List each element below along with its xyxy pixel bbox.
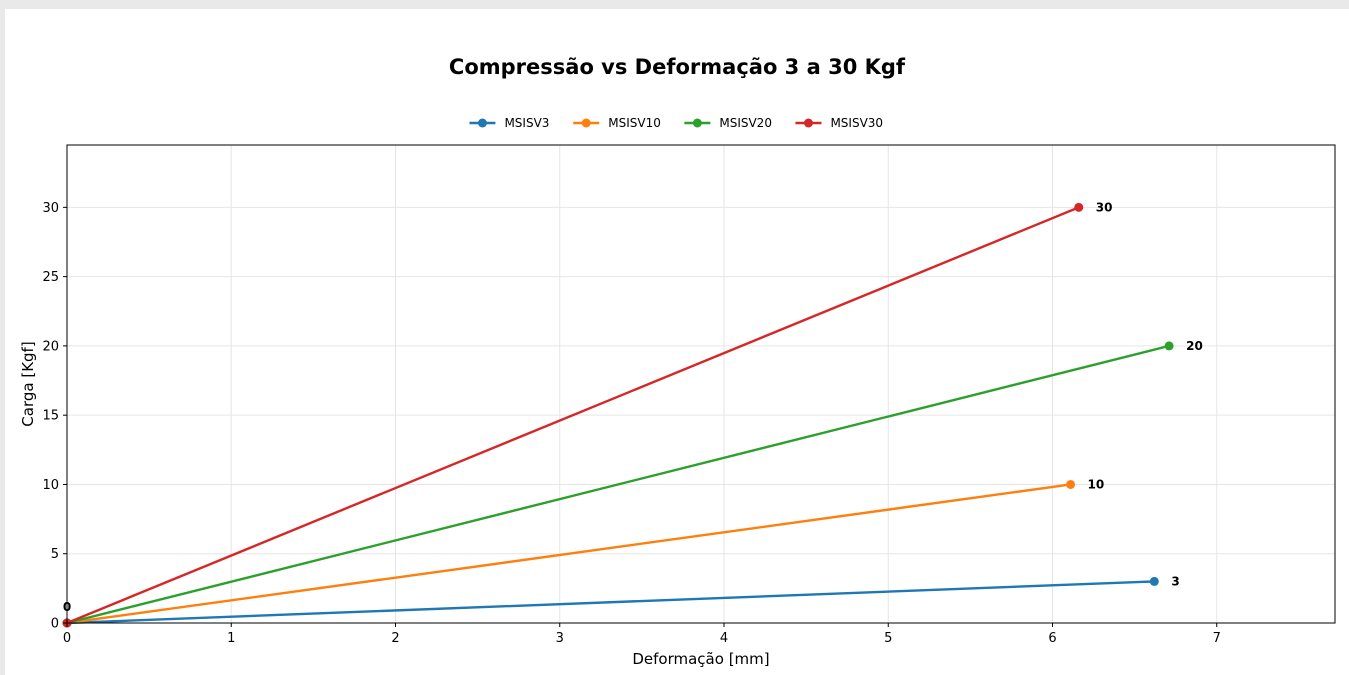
x-tick-label: 7 [1213,631,1221,646]
legend-label: MSISV10 [608,116,661,130]
legend-item-msisv3: MSISV3 [469,116,549,130]
legend-item-msisv20: MSISV20 [684,116,772,130]
origin-label: 0 [63,600,71,614]
series-line [66,344,1170,625]
legend: MSISV3 MSISV10 MSISV20 MSISV30 [469,116,883,130]
legend-item-msisv30: MSISV30 [795,116,883,130]
chart-title: Compressão vs Deformação 3 a 30 Kgf [449,55,906,79]
x-tick-label: 0 [63,631,71,646]
legend-label: MSISV30 [830,116,883,130]
series-line [66,483,1071,625]
legend-marker [803,118,813,128]
chart-frame [5,9,1349,675]
x-tick-label: 2 [391,631,399,646]
y-tick-label: 10 [42,478,59,493]
x-axis-label: Deformação [mm] [632,650,769,668]
x-tick-label: 1 [227,631,235,646]
series-msisv30: 30 [62,200,1113,628]
series-layer: 3 10 20 30 [62,200,1203,628]
data-point [1164,341,1174,351]
y-tick-label: 0 [51,617,59,632]
legend-marker [477,118,487,128]
x-tick-label: 6 [1048,631,1056,646]
y-tick-label: 15 [42,409,59,424]
legend-marker [581,118,591,128]
end-value-label: 20 [1186,339,1203,353]
x-tick-label: 5 [884,631,892,646]
y-axis-ticks: 0 5 10 15 20 25 30 [42,201,67,632]
plot-border [66,144,1336,624]
x-tick-label: 3 [556,631,564,646]
series-line [66,206,1080,625]
legend-label: MSISV3 [504,116,549,130]
x-tick-label: 4 [720,631,728,646]
legend-marker [692,118,702,128]
data-point [1074,202,1084,212]
y-tick-label: 5 [51,547,59,562]
end-value-label: 30 [1096,200,1113,214]
y-axis-label: Carga [Kgf] [19,341,37,426]
legend-label: MSISV20 [719,116,772,130]
y-tick-label: 30 [42,201,59,216]
data-point [1149,576,1159,586]
legend-item-msisv10: MSISV10 [573,116,661,130]
end-value-label: 3 [1171,574,1179,588]
y-tick-label: 20 [42,339,59,354]
series-msisv10: 10 [62,477,1105,628]
series-line [66,580,1155,625]
x-axis-ticks: 0 1 2 3 4 5 6 7 [63,623,1221,646]
series-msisv20: 20 [62,339,1203,628]
grid [66,145,1335,624]
y-tick-label: 25 [42,270,59,285]
end-value-label: 10 [1088,477,1105,491]
data-point [1066,479,1076,489]
